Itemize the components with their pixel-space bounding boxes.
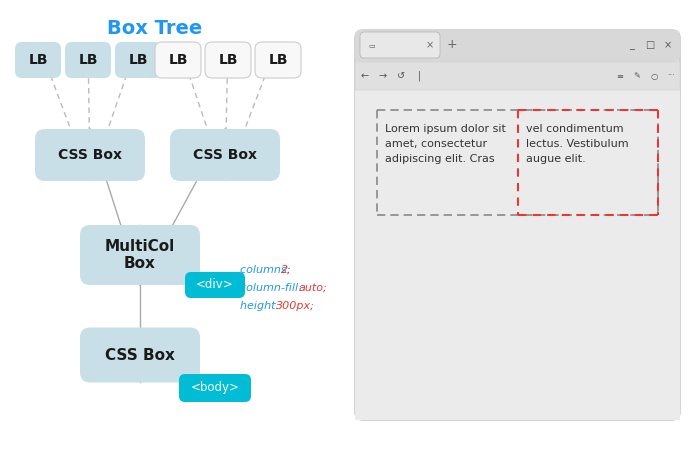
Text: _: _ bbox=[630, 40, 635, 50]
Text: LB: LB bbox=[29, 53, 48, 67]
Text: vel condimentum
lectus. Vestibulum
augue elit.: vel condimentum lectus. Vestibulum augue… bbox=[525, 124, 628, 164]
Text: height:: height: bbox=[240, 301, 283, 311]
Text: CSS Box: CSS Box bbox=[193, 148, 257, 162]
FancyBboxPatch shape bbox=[15, 42, 61, 78]
FancyBboxPatch shape bbox=[115, 42, 161, 78]
Text: ×: × bbox=[426, 40, 434, 50]
FancyBboxPatch shape bbox=[179, 374, 251, 402]
Text: MultiCol
Box: MultiCol Box bbox=[105, 239, 175, 271]
Text: ✎: ✎ bbox=[633, 71, 640, 80]
FancyBboxPatch shape bbox=[185, 272, 245, 298]
FancyBboxPatch shape bbox=[205, 42, 251, 78]
Text: columns:: columns: bbox=[240, 265, 294, 275]
Text: Box Tree: Box Tree bbox=[107, 18, 203, 37]
Text: LB: LB bbox=[78, 53, 97, 67]
Text: 2;: 2; bbox=[280, 265, 292, 275]
Text: ≡: ≡ bbox=[617, 71, 624, 80]
FancyBboxPatch shape bbox=[80, 225, 200, 285]
Text: auto;: auto; bbox=[299, 283, 327, 293]
FancyBboxPatch shape bbox=[35, 129, 145, 181]
Text: ×: × bbox=[664, 40, 672, 50]
Text: ○: ○ bbox=[650, 71, 658, 80]
Text: 300px;: 300px; bbox=[276, 301, 315, 311]
Text: LB: LB bbox=[168, 53, 188, 67]
Text: <body>: <body> bbox=[191, 382, 239, 394]
Text: CSS Box: CSS Box bbox=[105, 347, 175, 362]
FancyBboxPatch shape bbox=[355, 90, 680, 420]
Text: →: → bbox=[379, 71, 387, 81]
Text: Lorem ipsum dolor sit
amet, consectetur
adipiscing elit. Cras: Lorem ipsum dolor sit amet, consectetur … bbox=[385, 124, 506, 164]
FancyBboxPatch shape bbox=[355, 30, 680, 62]
Text: □: □ bbox=[645, 40, 655, 50]
Text: ←: ← bbox=[361, 71, 369, 81]
Text: LB: LB bbox=[128, 53, 148, 67]
FancyBboxPatch shape bbox=[80, 328, 200, 383]
Text: ↺: ↺ bbox=[397, 71, 405, 81]
Text: ···: ··· bbox=[667, 71, 675, 80]
FancyBboxPatch shape bbox=[355, 62, 680, 90]
Text: CSS Box: CSS Box bbox=[58, 148, 122, 162]
Text: <div>: <div> bbox=[196, 278, 234, 292]
Text: ▭: ▭ bbox=[368, 42, 374, 48]
Text: +: + bbox=[447, 38, 457, 52]
FancyBboxPatch shape bbox=[155, 42, 201, 78]
FancyBboxPatch shape bbox=[255, 42, 301, 78]
Text: column-fill:: column-fill: bbox=[240, 283, 306, 293]
FancyBboxPatch shape bbox=[355, 30, 680, 420]
FancyBboxPatch shape bbox=[65, 42, 111, 78]
Text: |: | bbox=[418, 71, 420, 81]
FancyBboxPatch shape bbox=[360, 32, 440, 58]
Text: LB: LB bbox=[268, 53, 287, 67]
Text: LB: LB bbox=[219, 53, 238, 67]
FancyBboxPatch shape bbox=[170, 129, 280, 181]
